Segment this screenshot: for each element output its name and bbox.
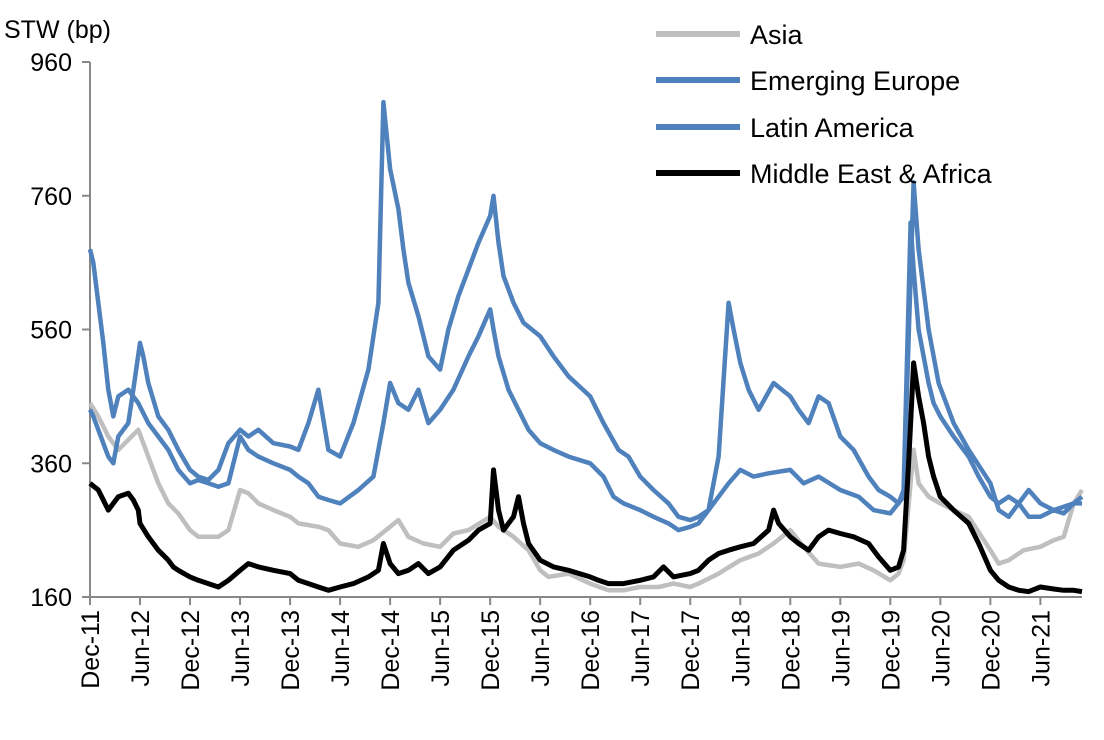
x-tick-label: Jun-14 <box>327 610 355 687</box>
series-layer <box>87 99 1084 595</box>
x-tick-label: Jun-21 <box>1027 610 1055 686</box>
x-tick-label: Dec-13 <box>277 610 305 691</box>
series-line-asia <box>88 401 1084 593</box>
y-tick-label: 560 <box>30 317 72 345</box>
legend-label: Latin America <box>750 113 915 143</box>
series-line-latin-america <box>87 99 1082 523</box>
legend-label: Asia <box>750 20 804 50</box>
x-tick-label: Dec-19 <box>877 610 905 691</box>
x-tick-label: Jun-20 <box>927 610 955 686</box>
y-axis-title: STW (bp) <box>4 16 111 44</box>
x-tick-label: Jun-17 <box>627 610 655 686</box>
x-tick-label: Dec-17 <box>677 610 705 691</box>
legend-label: Middle East & Africa <box>750 159 993 189</box>
y-tick-label: 360 <box>30 450 72 478</box>
x-tick-label: Dec-16 <box>577 610 605 691</box>
x-tick-label: Jun-12 <box>127 610 155 686</box>
x-tick-label: Dec-12 <box>177 610 205 691</box>
y-axis-ticks: 160 360 560 760 960 <box>30 49 90 612</box>
x-tick-label: Jun-19 <box>827 610 855 686</box>
x-tick-label: Jun-18 <box>727 610 755 686</box>
y-tick-label: 760 <box>30 183 72 211</box>
legend: Asia Emerging Europe Latin America Middle E… <box>656 20 993 189</box>
y-tick-label: 160 <box>30 584 72 612</box>
x-tick-label: Dec-14 <box>377 610 405 691</box>
x-axis-ticks: Dec-11 Jun-12 Dec-12 Jun-13 Dec-13 Jun-14 Dec-… <box>77 597 1055 691</box>
legend-label: Emerging Europe <box>750 66 960 96</box>
x-tick-label: Jun-15 <box>427 610 455 686</box>
x-tick-label: Dec-18 <box>777 610 805 691</box>
series-line-emerging-europe <box>87 180 1084 533</box>
axes <box>89 62 1082 598</box>
x-tick-label: Jun-16 <box>527 610 555 686</box>
series-line-middle-east-africa <box>88 360 1083 595</box>
x-tick-label: Jun-13 <box>227 610 255 686</box>
y-tick-label: 960 <box>30 49 72 77</box>
x-tick-label: Dec-20 <box>977 610 1005 691</box>
x-tick-label: Dec-11 <box>77 610 105 689</box>
x-tick-label: Dec-15 <box>477 610 505 691</box>
